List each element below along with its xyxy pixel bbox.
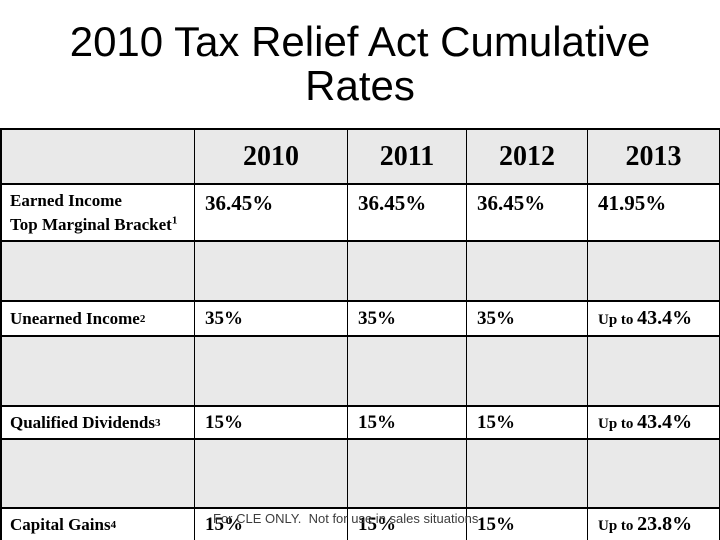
- rate-cell: 15%: [348, 507, 467, 540]
- rate-cell: 35%: [195, 300, 348, 335]
- page-title-line1: 2010 Tax Relief Act Cumulative: [69, 18, 651, 65]
- year-header-2013: 2013: [588, 128, 720, 183]
- spacer-cell: [0, 438, 195, 507]
- spacer-cell: [0, 335, 195, 405]
- rate-cell: Up to 43.4%: [588, 300, 720, 335]
- rate-cell: Up to 23.8%: [588, 507, 720, 540]
- spacer-cell: [467, 438, 588, 507]
- spacer-cell: [195, 335, 348, 405]
- page-title-line2: Rates: [305, 62, 415, 109]
- spacer-cell: [348, 240, 467, 300]
- row-label-capital-gains: Capital Gains 4: [0, 507, 195, 540]
- year-header-2012: 2012: [467, 128, 588, 183]
- spacer-cell: [467, 335, 588, 405]
- footnote-marker: 1: [171, 214, 178, 227]
- rate-cell: 36.45%: [348, 183, 467, 240]
- spacer-cell: [0, 240, 195, 300]
- spacer-cell: [195, 240, 348, 300]
- rate-cell: 35%: [467, 300, 588, 335]
- spacer-cell: [348, 438, 467, 507]
- spacer-cell: [195, 438, 348, 507]
- rate-cell: 15%: [195, 405, 348, 438]
- rate-cell: 35%: [348, 300, 467, 335]
- rate-cell: 15%: [195, 507, 348, 540]
- spacer-cell: [588, 335, 720, 405]
- row-label-earned-income: Earned Income Top Marginal Bracket1: [0, 183, 195, 240]
- compliance-watermark: For CLE ONLY. Not for use in sales situa…: [213, 511, 479, 526]
- spacer-cell: [467, 240, 588, 300]
- row-label-qualified-dividends: Qualified Dividends 3: [0, 405, 195, 438]
- year-header-2010: 2010: [195, 128, 348, 183]
- rate-cell: 15%: [467, 405, 588, 438]
- row-label-unearned-income: Unearned Income 2: [0, 300, 195, 335]
- rate-cell: 41.95%: [588, 183, 720, 240]
- row-label-line2: Top Marginal Bracket1: [10, 214, 178, 234]
- table-corner-cell: [0, 128, 195, 183]
- year-header-2011: 2011: [348, 128, 467, 183]
- rate-cell: 15%: [467, 507, 588, 540]
- page-title: 2010 Tax Relief Act Cumulative Rates: [0, 20, 720, 108]
- rate-cell: 36.45%: [195, 183, 348, 240]
- spacer-cell: [348, 335, 467, 405]
- rate-cell: 15%: [348, 405, 467, 438]
- rate-cell: Up to 43.4%: [588, 405, 720, 438]
- spacer-cell: [588, 240, 720, 300]
- tax-rates-table: 2010 2011 2012 2013 Earned Income Top Ma…: [0, 128, 720, 540]
- row-label-line1: Earned Income: [10, 191, 122, 210]
- rate-cell: 36.45%: [467, 183, 588, 240]
- spacer-cell: [588, 438, 720, 507]
